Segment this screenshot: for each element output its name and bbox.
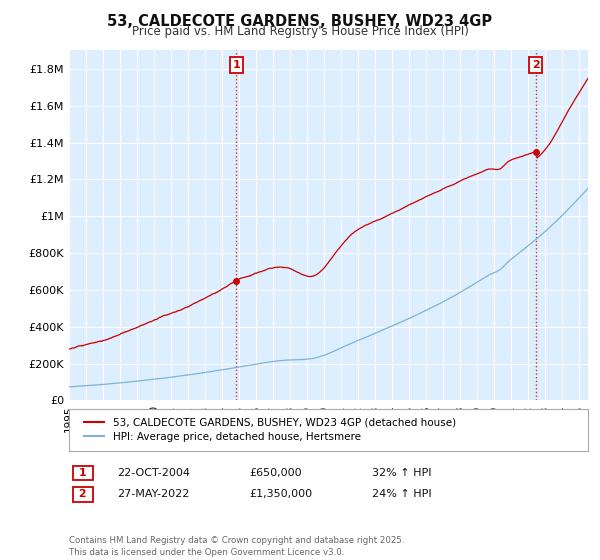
Text: 2: 2 xyxy=(532,60,539,70)
Text: 22-OCT-2004: 22-OCT-2004 xyxy=(117,468,190,478)
Text: 24% ↑ HPI: 24% ↑ HPI xyxy=(372,489,431,500)
Text: £1,350,000: £1,350,000 xyxy=(249,489,312,500)
Text: 32% ↑ HPI: 32% ↑ HPI xyxy=(372,468,431,478)
Text: 27-MAY-2022: 27-MAY-2022 xyxy=(117,489,190,500)
Text: £650,000: £650,000 xyxy=(249,468,302,478)
Text: 1: 1 xyxy=(75,468,91,478)
Text: Contains HM Land Registry data © Crown copyright and database right 2025.
This d: Contains HM Land Registry data © Crown c… xyxy=(69,536,404,557)
Text: 1: 1 xyxy=(232,60,240,70)
Text: Price paid vs. HM Land Registry's House Price Index (HPI): Price paid vs. HM Land Registry's House … xyxy=(131,25,469,38)
Text: 53, CALDECOTE GARDENS, BUSHEY, WD23 4GP: 53, CALDECOTE GARDENS, BUSHEY, WD23 4GP xyxy=(107,14,493,29)
Text: 2: 2 xyxy=(75,489,91,500)
Legend: 53, CALDECOTE GARDENS, BUSHEY, WD23 4GP (detached house), HPI: Average price, de: 53, CALDECOTE GARDENS, BUSHEY, WD23 4GP … xyxy=(79,413,460,446)
